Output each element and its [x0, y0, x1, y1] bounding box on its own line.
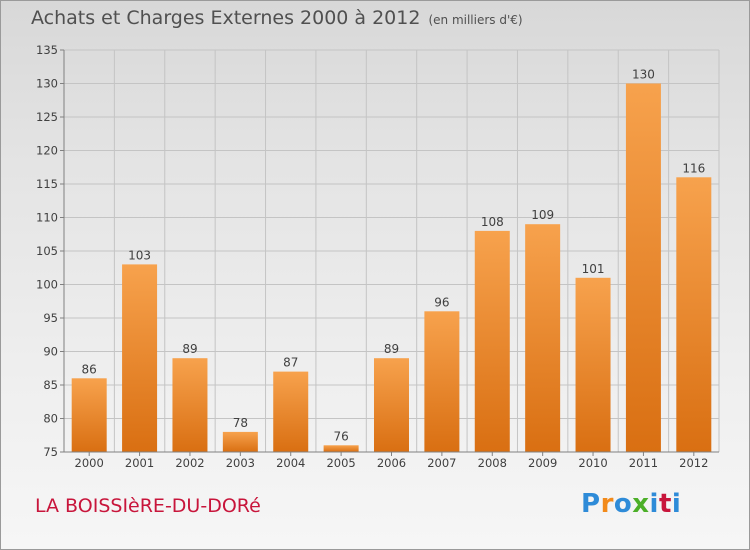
logo-letter: x	[632, 489, 650, 519]
y-tick-label: 135	[36, 43, 58, 57]
y-tick-label: 75	[43, 445, 58, 459]
x-tick-label: 2009	[528, 456, 557, 470]
bar-2003	[222, 431, 258, 452]
bar-2012	[676, 177, 712, 453]
y-tick-label: 110	[36, 211, 58, 225]
x-tick-label: 2007	[427, 456, 456, 470]
logo-letter: P	[581, 489, 601, 519]
title-unit: (en milliers d'€)	[428, 13, 523, 27]
x-tick-label: 2010	[578, 456, 607, 470]
proxiti-logo: Proxiti	[581, 489, 681, 519]
bar-2005	[323, 445, 359, 452]
x-tick-label: 2008	[478, 456, 507, 470]
bar-2011	[625, 83, 661, 452]
x-tick-label: 2006	[377, 456, 406, 470]
x-tick-label: 2001	[125, 456, 154, 470]
axis-layer: 75 80 85 90 95 100 105 110 115 120 125 130 135 2000 20…	[36, 43, 719, 470]
bar-value-label: 109	[531, 208, 554, 222]
bar-2007	[424, 311, 460, 452]
y-tick-label: 115	[36, 177, 58, 191]
bar-value-label: 89	[182, 342, 197, 356]
logo-letter: r	[600, 489, 614, 519]
y-tick-label: 90	[43, 345, 58, 359]
x-tick-label: 2004	[276, 456, 305, 470]
y-tick-label: 105	[36, 244, 58, 258]
bar-value-label: 89	[384, 342, 399, 356]
bar-value-label: 130	[632, 68, 655, 82]
bar-2004	[273, 371, 309, 452]
bar-value-label: 96	[434, 295, 449, 309]
x-tick-label: 2011	[629, 456, 658, 470]
commune-name: LA BOISSIèRE-DU-DORé	[35, 495, 261, 517]
y-tick-label: 80	[43, 412, 58, 426]
bar-value-label: 116	[682, 161, 705, 175]
logo-letter: i	[649, 489, 659, 519]
y-tick-label: 100	[36, 278, 58, 292]
y-tick-label: 95	[43, 311, 58, 325]
bar-2009	[525, 224, 561, 452]
logo-letter: i	[671, 489, 682, 519]
bar-2010	[575, 277, 611, 452]
bar-value-label: 101	[582, 262, 605, 276]
bar-value-label: 108	[481, 215, 504, 229]
x-tick-label: 2012	[679, 456, 708, 470]
bar-value-label: 103	[128, 248, 151, 262]
bar-value-label: 87	[283, 356, 298, 370]
x-tick-label: 2003	[226, 456, 255, 470]
bar-2000	[71, 378, 107, 452]
y-tick-label: 130	[36, 77, 58, 91]
bar-value-label: 86	[82, 362, 97, 376]
title-text: Achats et Charges Externes 2000 à 2012	[31, 7, 421, 29]
bar-2002	[172, 358, 208, 452]
logo-letter: o	[613, 489, 633, 519]
y-tick-label: 120	[36, 144, 58, 158]
x-tick-label: 2002	[175, 456, 204, 470]
bar-2006	[374, 358, 409, 452]
bar-value-label: 78	[233, 416, 248, 430]
bar-2008	[474, 230, 510, 452]
x-tick-label: 2005	[326, 456, 355, 470]
bar-layer: 86 103 89 78 87 76 89 96 108 109 101 130 116	[71, 68, 712, 453]
logo-letter: t	[658, 489, 672, 519]
y-tick-label: 85	[43, 378, 58, 392]
y-tick-label: 125	[36, 110, 58, 124]
chart-title: Achats et Charges Externes 2000 à 2012 (e…	[31, 7, 523, 29]
bar-2001	[122, 264, 158, 452]
bar-value-label: 76	[333, 429, 348, 443]
x-tick-label: 2000	[75, 456, 104, 470]
